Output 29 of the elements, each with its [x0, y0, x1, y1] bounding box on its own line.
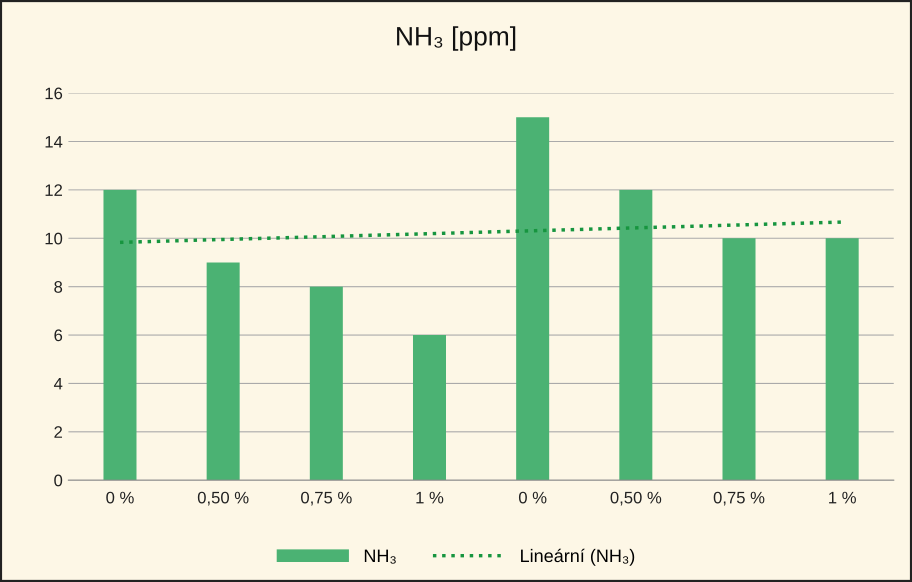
bar	[516, 117, 550, 480]
x-tick-label: 1 %	[416, 492, 444, 504]
x-tick-label: 0,50 %	[610, 492, 662, 506]
y-tick-label: 16	[46, 88, 62, 100]
y-tick-label: 12	[46, 184, 62, 196]
x-tick-label: 1 %	[829, 492, 856, 504]
x-tick-label: 0,50 %	[198, 492, 249, 506]
y-tick-label: 8	[54, 281, 62, 293]
x-tick-label: 0,75 %	[714, 492, 764, 506]
y-tick-label: 0	[54, 474, 62, 486]
y-tick-label: 6	[54, 329, 62, 342]
y-tick-label: 2	[54, 426, 62, 438]
bar	[310, 286, 343, 480]
x-tick-label: 0 %	[518, 492, 546, 504]
y-tick-label: 14	[46, 136, 62, 148]
bar	[412, 335, 446, 480]
bar	[103, 190, 136, 480]
bar	[722, 238, 756, 480]
legend-label: Lineární (NH₃)	[521, 548, 634, 566]
line-series	[118, 220, 844, 244]
y-tick-label: 10	[46, 232, 62, 244]
bar	[826, 238, 859, 480]
chart-title: NH₃ [ppm]	[397, 26, 516, 51]
y-tick-label: 4	[54, 378, 62, 390]
x-tick-label: 0 %	[106, 492, 134, 504]
bar	[206, 262, 240, 480]
legend-label: NH₃	[364, 550, 396, 564]
bar	[619, 190, 652, 480]
x-tick-label: 0,75 %	[301, 492, 352, 506]
